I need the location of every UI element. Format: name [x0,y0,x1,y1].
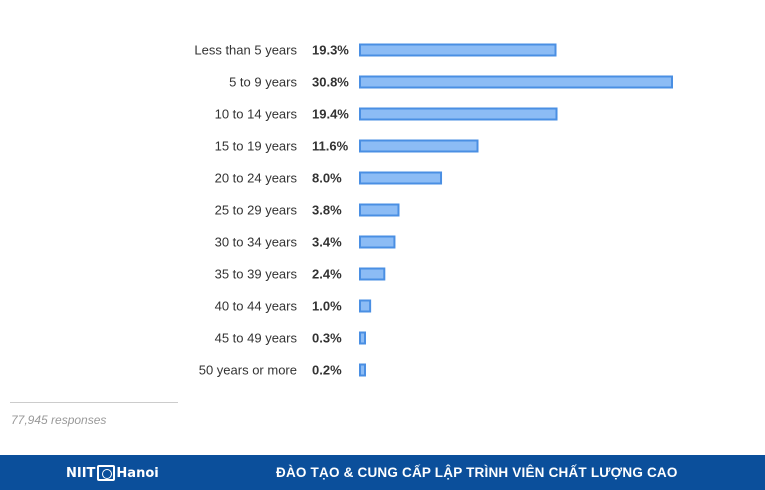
value-label: 19.3% [312,43,349,58]
bar [359,171,443,185]
category-label: 15 to 19 years [215,139,298,154]
logo-prefix: NIIT [66,465,96,481]
divider [10,402,178,403]
bar [359,331,366,345]
footer-banner: NIIT Hanoi ĐÀO TẠO & CUNG CẤP LẬP TRÌNH … [0,455,765,490]
category-label: 50 years or more [199,363,297,378]
value-label: 19.4% [312,107,349,122]
value-label: 11.6% [312,139,349,154]
logo-city: Hanoi [116,465,159,481]
bar [359,235,396,249]
category-label: 10 to 14 years [215,107,298,122]
value-label: 0.2% [312,363,342,378]
bar [359,139,479,153]
category-label: 20 to 24 years [215,171,298,186]
bar [359,107,558,121]
bar [359,363,366,377]
value-label: 2.4% [312,267,342,282]
category-label: 5 to 9 years [229,75,297,90]
bar [359,203,400,217]
value-label: 3.4% [312,235,342,250]
value-label: 0.3% [312,331,342,346]
footer-slogan: ĐÀO TẠO & CUNG CẤP LẬP TRÌNH VIÊN CHẤT L… [276,465,678,480]
value-label: 3.8% [312,203,342,218]
category-label: 30 to 34 years [215,235,298,250]
category-label: 25 to 29 years [215,203,298,218]
niit-logo: NIIT Hanoi [66,464,159,482]
value-label: 8.0% [312,171,342,186]
bar-chart: Less than 5 years 19.3% 5 to 9 years 30.8% 1… [194,43,673,378]
bar [359,75,673,89]
category-label: 40 to 44 years [215,299,298,314]
value-label: 30.8% [312,75,349,90]
category-label: Less than 5 years [194,43,297,58]
bar [359,299,372,313]
bar [359,43,557,57]
responses-count: 77,945 responses [11,413,107,427]
logo-icon [97,465,116,481]
category-label: 45 to 49 years [215,331,298,346]
bar [359,267,386,281]
value-label: 1.0% [312,299,342,314]
category-label: 35 to 39 years [215,267,298,282]
